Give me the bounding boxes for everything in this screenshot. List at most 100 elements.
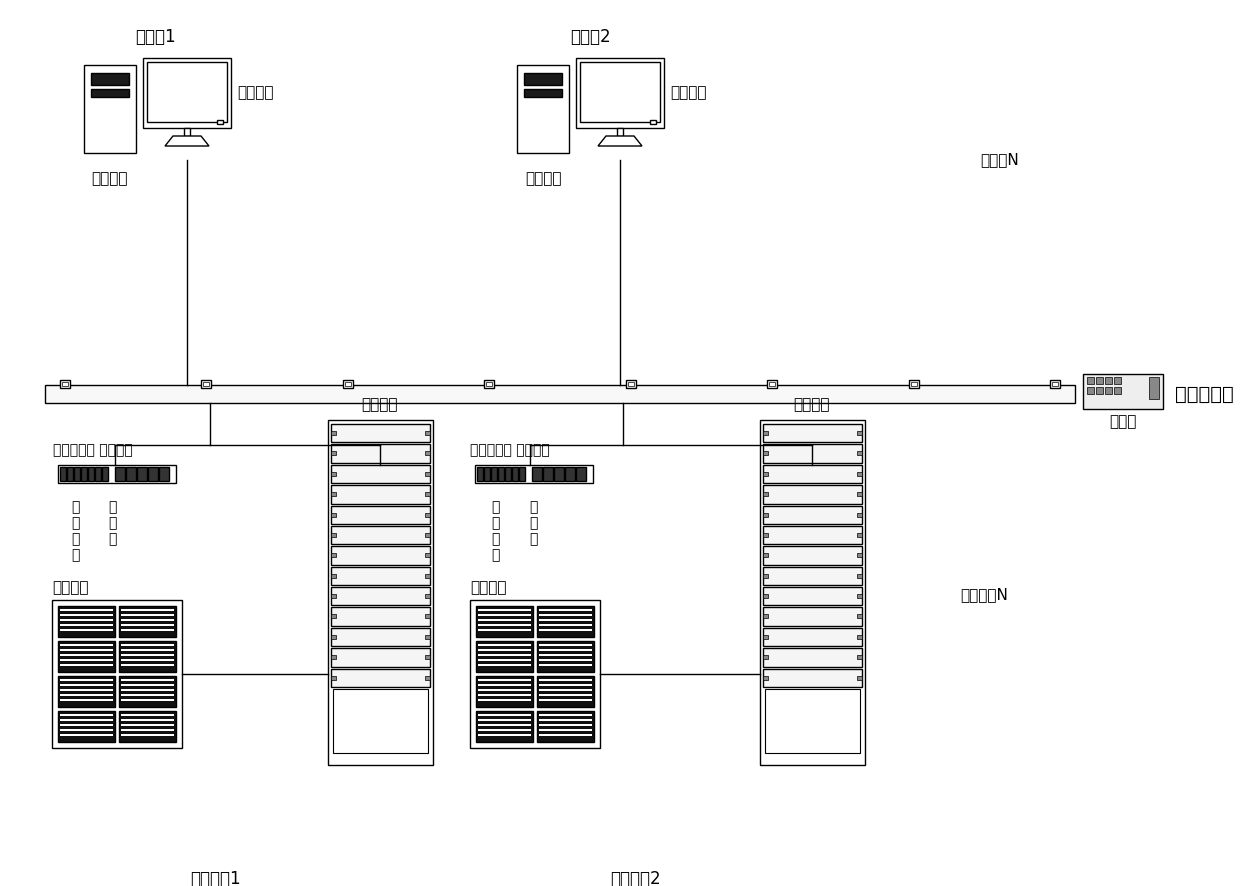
Bar [88,467,94,481]
Bar [763,492,768,496]
Text: 显示终端: 显示终端 [670,86,707,100]
Bar [331,649,430,666]
Text: 测试主机: 测试主机 [92,171,128,186]
Bar [331,574,336,578]
Bar [62,382,68,386]
Bar [331,465,430,483]
Bar [565,467,575,481]
Bar [477,679,531,680]
Bar [763,615,768,618]
Bar [484,467,490,481]
Bar [517,65,569,153]
Text: 交换机: 交换机 [1110,414,1137,429]
Bar [331,547,430,564]
Bar [520,467,525,481]
Bar [909,380,919,388]
Bar [857,656,862,659]
Bar [1105,387,1112,394]
Bar [763,512,768,517]
Bar [525,73,562,85]
Bar [650,120,656,124]
Bar [60,724,113,726]
Bar [58,711,115,742]
Bar [475,465,593,483]
Bar [148,62,227,122]
Bar [60,644,113,646]
Bar [537,711,594,742]
Bar [425,471,430,476]
Text: 子系统2: 子系统2 [569,28,610,46]
Bar [763,628,862,646]
Bar [122,609,174,610]
Bar [331,587,430,605]
Bar [477,629,531,631]
Bar [60,654,113,656]
Text: 真空装置N: 真空装置N [960,587,1008,602]
Bar [122,649,174,650]
Bar [331,567,430,585]
Bar [60,694,113,696]
Polygon shape [598,136,642,146]
Bar [477,684,531,686]
Bar [477,664,531,665]
Bar [58,465,176,483]
Bar [543,467,553,481]
Bar [1096,387,1104,394]
Bar [627,382,634,386]
Bar [331,471,336,476]
Bar [201,380,212,388]
Bar [115,467,125,481]
Bar [477,614,531,616]
Bar [60,609,113,610]
Bar [1087,377,1094,384]
Bar [763,567,862,585]
Bar [60,679,113,680]
Text: 数字万用表 矩阵开关: 数字万用表 矩阵开关 [470,443,549,457]
Bar [477,714,531,716]
Bar [122,624,174,626]
Bar [491,467,497,481]
Bar [577,467,587,481]
Bar [60,714,113,716]
Text: 工业以太网: 工业以太网 [1176,385,1234,403]
Bar [425,676,430,680]
Bar [331,424,430,442]
Bar [763,676,768,680]
Bar [74,467,81,481]
Bar [122,664,174,665]
Bar [184,128,190,136]
Bar [331,486,430,503]
Bar [425,431,430,435]
Bar [331,615,336,618]
Bar [122,684,174,686]
Bar [539,624,591,626]
Bar [857,635,862,639]
Bar [477,609,531,610]
Bar [539,699,591,701]
Bar [122,694,174,696]
Bar [58,606,115,637]
Bar [763,471,768,476]
Bar [122,729,174,730]
Bar [763,554,768,557]
Bar [539,654,591,656]
Text: 真空装置2: 真空装置2 [610,870,661,886]
Bar [539,679,591,680]
Bar [477,734,531,735]
Bar [60,629,113,631]
Bar [486,382,492,386]
Bar [477,619,531,620]
Bar [763,595,768,598]
Bar [331,506,430,524]
Bar [477,689,531,690]
Bar [91,73,129,85]
Bar [425,595,430,598]
Bar [857,471,862,476]
Bar [60,624,113,626]
Bar [331,451,336,455]
Bar [425,656,430,659]
Bar [554,467,564,481]
Bar [345,382,351,386]
Text: 真空装置1: 真空装置1 [190,870,241,886]
Bar [331,628,430,646]
